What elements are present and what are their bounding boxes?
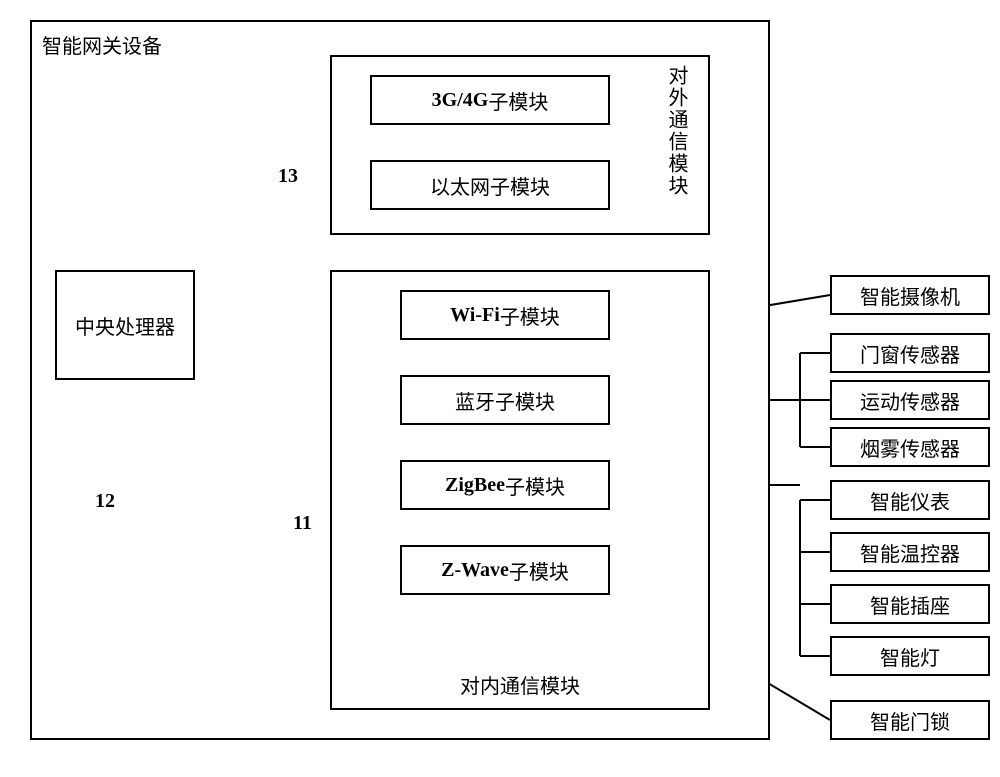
internal-comm-footer: 对内通信模块 xyxy=(460,670,580,699)
gateway-title: 智能网关设备 xyxy=(42,30,162,59)
ref-11: 11 xyxy=(293,512,312,535)
device-4: 智能仪表 xyxy=(830,480,990,520)
external-comm-vlabel: 对外通信模块 xyxy=(662,65,691,225)
int-item-2: ZigBee子模块 xyxy=(400,460,610,510)
device-7: 智能灯 xyxy=(830,636,990,676)
int-item-0: Wi-Fi子模块 xyxy=(400,290,610,340)
cpu-box: 中央处理器 xyxy=(55,270,195,380)
device-8: 智能门锁 xyxy=(830,700,990,740)
device-6: 智能插座 xyxy=(830,584,990,624)
ext-item-1: 以太网子模块 xyxy=(370,160,610,210)
ref-13: 13 xyxy=(278,165,298,188)
device-2: 运动传感器 xyxy=(830,380,990,420)
device-5: 智能温控器 xyxy=(830,532,990,572)
int-item-1: 蓝牙子模块 xyxy=(400,375,610,425)
device-1: 门窗传感器 xyxy=(830,333,990,373)
ref-12: 12 xyxy=(95,490,115,513)
device-0: 智能摄像机 xyxy=(830,275,990,315)
ext-item-0: 3G/4G子模块 xyxy=(370,75,610,125)
int-item-3: Z-Wave子模块 xyxy=(400,545,610,595)
device-3: 烟雾传感器 xyxy=(830,427,990,467)
